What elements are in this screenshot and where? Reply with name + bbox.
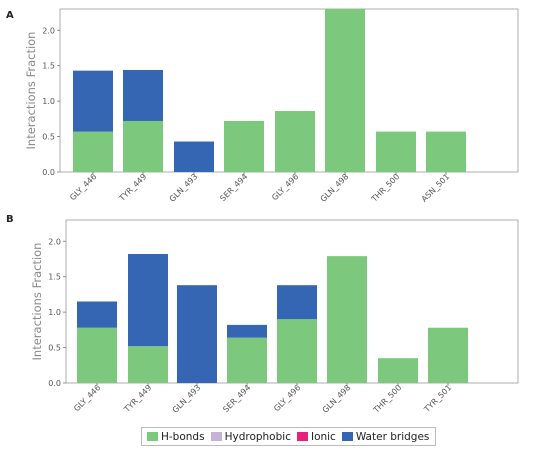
x-tick-label: TYR_449: [122, 383, 154, 415]
bar-hbonds-ser-494: [227, 337, 267, 383]
legend-item-hydrophobic: Hydrophobic: [210, 430, 291, 443]
x-tick-label: THR_500: [369, 172, 401, 204]
y-tick-label: 2.0: [48, 237, 61, 246]
x-tick-label: GLY_496: [270, 172, 300, 202]
bar-hbonds-asn-501: [426, 131, 466, 172]
legend-swatch: [341, 432, 353, 441]
bar-water-bridges-ser-494: [227, 324, 267, 338]
bar-hbonds-thr-500: [378, 358, 418, 383]
bar-water-bridges-gln-493: [177, 285, 217, 383]
x-tick-label: TYR_449: [117, 172, 149, 204]
legend-label: H-bonds: [161, 430, 205, 443]
y-axis-label: Interactions Fraction: [30, 243, 44, 361]
legend-swatch: [210, 432, 222, 441]
x-tick-label: GLN_498: [319, 172, 351, 204]
x-tick-label: GLY_496: [272, 383, 302, 413]
panel-b: B 0.0 0.5 1.0 1.5 2.0 Interactions Fraction GLY…: [6, 214, 519, 415]
y-tick-label: 0.5: [42, 133, 55, 142]
bar-hbonds-gln-498: [327, 256, 367, 383]
y-tick-label: 1.0: [48, 308, 61, 317]
y-tick-label: 1.5: [42, 62, 55, 71]
y-tick-label: 0.0: [48, 379, 61, 388]
bar-hbonds-gly-446: [77, 327, 117, 383]
x-tick-label: TYR_501: [422, 383, 454, 415]
bar-hbonds-gly-496: [277, 319, 317, 383]
y-tick-label: 2.0: [42, 26, 55, 35]
bar-water-bridges-gly-446: [77, 301, 117, 328]
panel-label: B: [6, 214, 14, 225]
legend-label: Ionic: [310, 430, 336, 443]
x-tick-label: ASN_501: [420, 172, 452, 204]
legend: H-bonds Hydrophobic Ionic Water bridges: [141, 427, 437, 446]
bar-hbonds-tyr-449: [123, 120, 163, 172]
bar-water-bridges-tyr-449: [123, 69, 163, 121]
bar-hbonds-thr-500: [376, 131, 416, 172]
legend-label: Water bridges: [355, 430, 430, 443]
bar-water-bridges-gly-496: [277, 285, 317, 320]
x-tick-label: THR_500: [371, 383, 403, 415]
bar-hbonds-gln-498: [325, 9, 365, 172]
bar-water-bridges-tyr-449: [128, 254, 168, 347]
panel-label: A: [6, 10, 14, 21]
x-tick-label: GLN_493: [168, 172, 200, 204]
bar-hbonds-tyr-449: [128, 346, 168, 383]
legend-item-water-bridges: Water bridges: [341, 430, 430, 443]
bar-hbonds-ser-494: [224, 120, 264, 172]
y-tick-label: 0.5: [48, 344, 61, 353]
legend-swatch: [296, 432, 308, 441]
legend-swatch: [147, 432, 158, 441]
x-tick-label: GLY_446: [72, 383, 102, 413]
x-tick-label: GLY_446: [68, 172, 98, 202]
legend-label: Hydrophobic: [224, 430, 291, 443]
y-tick-label: 0.0: [42, 168, 55, 177]
x-tick-label: SER_494: [218, 172, 249, 203]
figure: A 0.0 0.5 1.0 1.5 2.0 Interactions Fraction GLY…: [6, 8, 519, 415]
y-axis-label: Interactions Fraction: [24, 32, 38, 150]
panel-a: A 0.0 0.5 1.0 1.5 2.0 Interactions Fraction GLY…: [6, 8, 519, 204]
bar-water-bridges-gly-446: [73, 70, 113, 132]
legend-item-hbonds: H-bonds: [147, 431, 205, 443]
bar-water-bridges-gln-493: [174, 141, 214, 172]
bar-hbonds-tyr-501: [428, 327, 468, 383]
x-tick-label: GLN_493: [171, 383, 203, 415]
bar-hbonds-gly-446: [73, 131, 113, 172]
y-tick-label: 1.5: [48, 273, 61, 282]
x-tick-label: SER_494: [221, 383, 252, 414]
x-tick-label: GLN_498: [321, 383, 353, 415]
bar-hbonds-gly-496: [275, 111, 315, 172]
legend-item-ionic: Ionic: [296, 430, 336, 443]
y-tick-label: 1.0: [42, 97, 55, 106]
